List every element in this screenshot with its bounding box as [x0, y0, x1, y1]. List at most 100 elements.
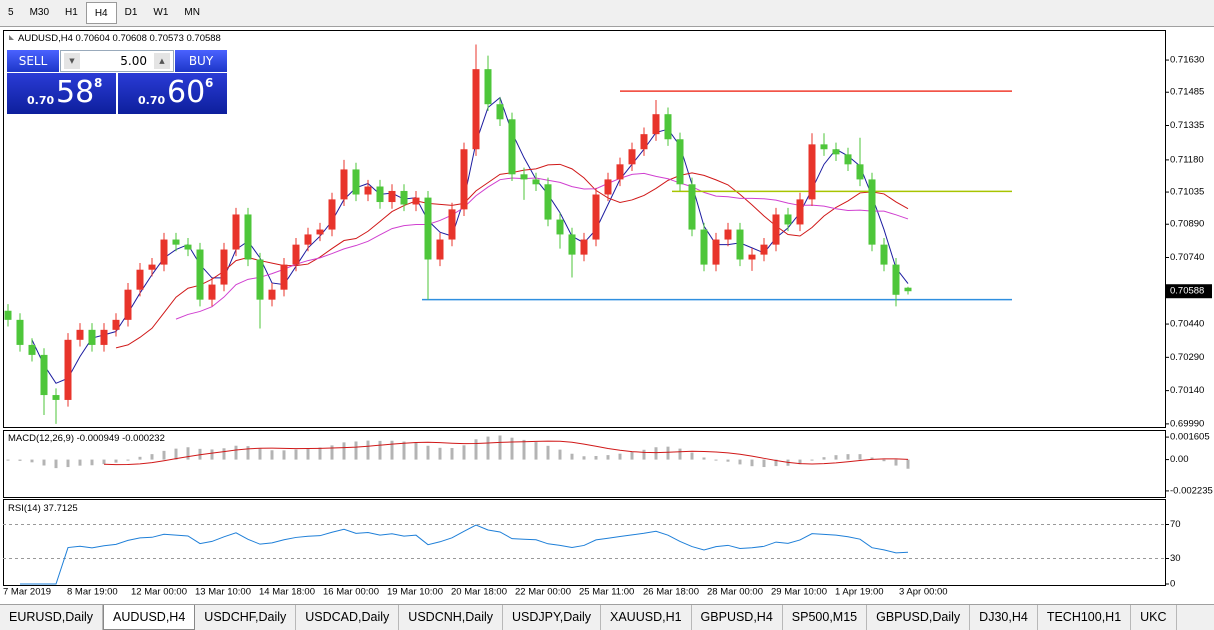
candle-body [712, 239, 720, 265]
macd-bar [666, 446, 670, 460]
candle-body [208, 284, 216, 300]
volume-up[interactable]: ▲ [154, 53, 170, 69]
macd-bar [330, 445, 334, 460]
macd-bar [30, 459, 34, 463]
timeframe-button[interactable]: H1 [65, 7, 78, 18]
chart-tab[interactable]: EURUSD,Daily [0, 605, 104, 630]
candle-body [640, 134, 648, 150]
macd-bar [342, 442, 346, 460]
macd-bar [186, 447, 190, 460]
chart-tab[interactable]: USDJPY,Daily [503, 605, 601, 630]
ask-price[interactable]: 0.70 60 6 [118, 73, 227, 114]
candle-body [424, 197, 432, 260]
candle-body [88, 329, 96, 345]
candle-body [664, 114, 672, 140]
macd-bar [258, 448, 262, 460]
candle-body [568, 234, 576, 255]
candle-body [196, 249, 204, 300]
chart-tab[interactable]: USDCAD,Daily [296, 605, 400, 630]
timeframe-button[interactable]: M30 [29, 7, 50, 18]
macd-bar [150, 454, 154, 460]
chart-tab[interactable]: DJ30,H4 [970, 605, 1038, 630]
candle-body [124, 289, 132, 320]
macd-bar [66, 459, 70, 468]
timeframe-button[interactable]: H4 [85, 2, 117, 24]
timeframe-button[interactable]: MN [184, 7, 200, 18]
timeframe-button[interactable]: 5 [8, 7, 14, 18]
macd-bar [198, 448, 202, 460]
candle-body [448, 209, 456, 240]
macd-bar [870, 457, 874, 460]
macd-bar [498, 435, 502, 460]
chart-tabs: EURUSD,Daily AUDUSD,H4 USDCHF,Daily USDCAD,… [0, 604, 1214, 630]
current-price-box [1166, 284, 1212, 299]
x-tick-label: 1 Apr 19:00 [835, 587, 884, 598]
current-price-label: 0.70588 [1170, 286, 1204, 297]
y-tick-label: 0.71485 [1170, 87, 1204, 98]
macd-bar [222, 448, 226, 460]
macd-bar [714, 459, 718, 461]
candle-body [292, 244, 300, 265]
macd-bar [282, 450, 286, 460]
candle-body [868, 179, 876, 245]
chart-tab[interactable]: USDCHF,Daily [195, 605, 297, 630]
candle-body [772, 214, 780, 245]
y-tick-label: 0.70290 [1170, 352, 1204, 363]
timeframe-button[interactable]: D1 [124, 7, 138, 18]
rsi-header: RSI(14) 37.7125 [8, 503, 78, 514]
volume-down[interactable]: ▼ [64, 53, 80, 69]
x-tick-label: 25 Mar 11:00 [579, 587, 634, 598]
x-tick-label: 12 Mar 00:00 [131, 587, 187, 598]
x-tick-label: 13 Mar 10:00 [195, 587, 251, 598]
chart-tab[interactable]: UKC [1131, 605, 1177, 630]
high: 0.70608 [113, 33, 147, 44]
sell-button[interactable]: SELL [7, 50, 59, 72]
y-tick-label: 0.70740 [1170, 252, 1204, 263]
y-tick-label: 0.71035 [1170, 187, 1204, 198]
macd-bar [426, 445, 430, 460]
timeframe-button[interactable]: W1 [153, 7, 169, 18]
macd-bar [558, 449, 562, 460]
chart-tab[interactable]: TECH100,H1 [1038, 605, 1132, 630]
ask-big: 60 [167, 75, 206, 110]
chart-tab[interactable]: USDCNH,Daily [399, 605, 504, 630]
candle-body [724, 229, 732, 240]
macd-main: -0.000949 [77, 433, 120, 444]
candle-body [460, 149, 468, 210]
candle-body [616, 164, 624, 180]
y-tick-label: 0 [1170, 579, 1175, 590]
chart-tab[interactable]: AUDUSD,H4 [103, 605, 196, 630]
macd-bar [594, 456, 598, 460]
candle-body [784, 214, 792, 225]
chart-tab[interactable]: GBPUSD,H4 [692, 605, 783, 630]
macd-bar [474, 439, 478, 460]
macd-header: MACD(12,26,9) -0.000949 -0.000232 [8, 433, 165, 444]
macd-name: MACD(12,26,9) [8, 433, 74, 444]
macd-bar [810, 459, 814, 461]
candle-body [904, 287, 912, 292]
macd-bar [402, 441, 406, 460]
macd-bar [354, 441, 358, 460]
chart-tab[interactable]: SP500,M15 [783, 605, 868, 630]
macd-bar [162, 450, 166, 460]
candle-body [316, 229, 324, 235]
chart-tab[interactable]: XAUUSD,H1 [601, 605, 692, 630]
macd-bar [882, 459, 886, 462]
chart-tab[interactable]: GBPUSD,Daily [867, 605, 971, 630]
macd-bar [126, 459, 130, 461]
macd-bar [210, 449, 214, 460]
open: 0.70604 [76, 33, 110, 44]
candle-body [40, 354, 48, 396]
macd-bar [78, 459, 82, 466]
x-tick-label: 7 Mar 2019 [3, 587, 51, 598]
x-tick-label: 8 Mar 19:00 [67, 587, 118, 598]
volume-field[interactable]: 5.00 ▼ ▲ [60, 50, 174, 72]
bid-price[interactable]: 0.70 58 8 [7, 73, 116, 114]
candle-body [100, 329, 108, 345]
candle-body [592, 194, 600, 240]
macd-bar [414, 442, 418, 460]
macd-signal-line [103, 440, 909, 466]
buy-button[interactable]: BUY [175, 50, 227, 72]
candle-body [352, 169, 360, 195]
